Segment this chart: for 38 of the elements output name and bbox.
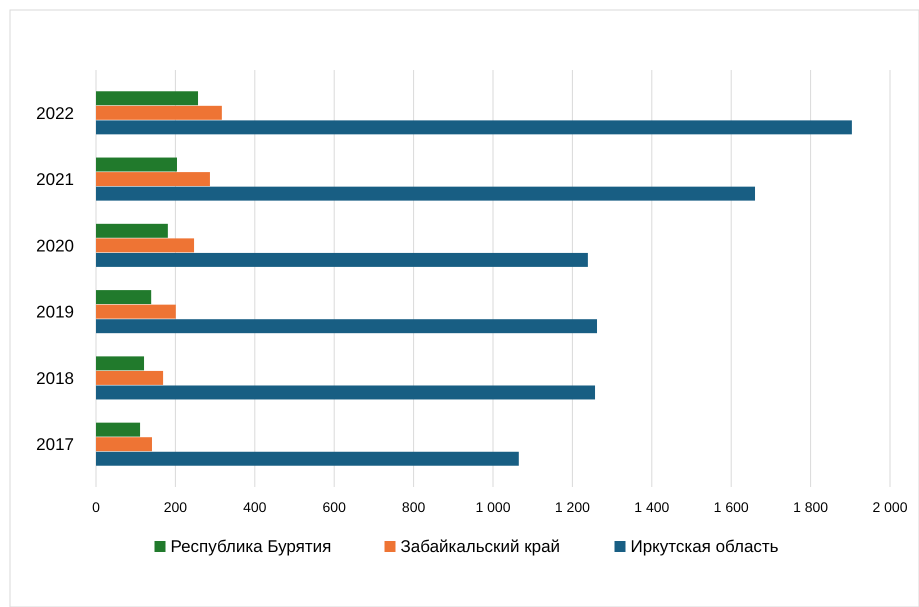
x-tick-label: 600 <box>322 499 346 515</box>
x-tick-label: 800 <box>402 499 426 515</box>
bar <box>96 304 176 319</box>
x-tick-label: 1 600 <box>714 499 749 515</box>
bar <box>96 252 588 267</box>
bar <box>96 238 194 252</box>
y-tick-label: 2017 <box>36 435 74 454</box>
bar <box>96 385 596 400</box>
bar <box>96 452 519 466</box>
bar <box>96 290 152 304</box>
x-tick-label: 1 200 <box>554 499 590 515</box>
bar <box>96 120 852 134</box>
legend-label: Иркутская область <box>630 537 779 556</box>
y-tick-label: 2021 <box>36 170 74 190</box>
x-tick-label: 1 400 <box>634 499 670 515</box>
y-tick-label: 2022 <box>36 104 74 123</box>
bar <box>96 106 222 120</box>
x-tick-label: 0 <box>92 499 100 515</box>
bar <box>96 172 210 186</box>
bar <box>96 319 598 334</box>
y-tick-label: 2019 <box>36 302 74 322</box>
y-tick-label: 2020 <box>36 236 74 256</box>
y-tick-label: 2018 <box>36 368 74 388</box>
x-tick-label: 1 800 <box>793 499 828 515</box>
bar <box>96 158 177 172</box>
legend-label: Забайкальский край <box>400 537 560 556</box>
bar <box>96 186 756 201</box>
x-tick-label: 1 000 <box>475 499 511 515</box>
x-tick-label: 2 000 <box>872 499 908 515</box>
x-tick-label: 400 <box>243 499 267 515</box>
bar <box>96 224 168 238</box>
x-tick-label: 200 <box>164 499 188 515</box>
bar <box>96 370 164 385</box>
bar <box>96 437 152 452</box>
bar <box>96 356 144 370</box>
legend-label: Республика Бурятия <box>170 537 332 556</box>
bar <box>96 91 198 106</box>
bar <box>96 422 140 437</box>
